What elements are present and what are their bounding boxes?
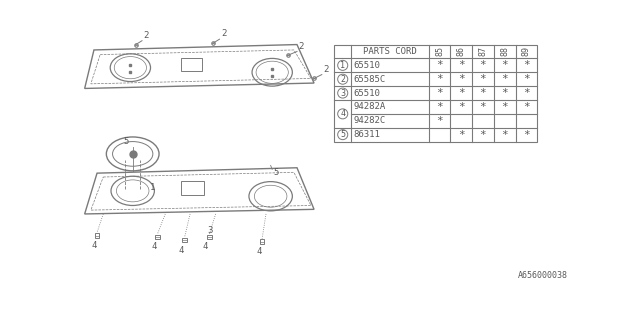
Text: 5: 5 <box>274 168 279 177</box>
Bar <box>95 233 99 238</box>
Text: 5: 5 <box>124 137 129 146</box>
Text: *: * <box>523 130 530 140</box>
Text: A656000038: A656000038 <box>518 271 568 280</box>
Text: *: * <box>501 60 508 70</box>
Text: *: * <box>458 60 465 70</box>
Text: 2: 2 <box>323 65 329 74</box>
Text: 1: 1 <box>150 183 155 192</box>
Text: *: * <box>436 116 443 126</box>
Text: 4: 4 <box>257 247 262 256</box>
Text: 86311: 86311 <box>353 130 380 139</box>
Bar <box>334 44 537 141</box>
Text: *: * <box>523 102 530 112</box>
Text: *: * <box>501 74 508 84</box>
Text: 2: 2 <box>143 31 149 40</box>
Text: 65510: 65510 <box>353 61 380 70</box>
Text: 4: 4 <box>179 245 184 254</box>
Text: *: * <box>479 60 486 70</box>
Text: *: * <box>458 88 465 98</box>
Text: 1: 1 <box>340 61 345 70</box>
Text: 87: 87 <box>479 46 488 57</box>
Text: *: * <box>479 130 486 140</box>
Text: 2: 2 <box>340 75 345 84</box>
Text: *: * <box>458 102 465 112</box>
Text: *: * <box>436 74 443 84</box>
Bar <box>260 239 264 244</box>
Text: *: * <box>501 88 508 98</box>
Text: *: * <box>458 74 465 84</box>
Text: 94282C: 94282C <box>353 116 386 125</box>
Text: 88: 88 <box>500 46 509 57</box>
Text: *: * <box>479 102 486 112</box>
Text: PARTS CORD: PARTS CORD <box>363 47 417 56</box>
Text: 65510: 65510 <box>353 89 380 98</box>
Text: *: * <box>501 130 508 140</box>
Bar <box>155 235 160 239</box>
Bar <box>207 235 212 239</box>
Bar <box>182 238 187 243</box>
Text: 2: 2 <box>221 29 227 38</box>
Bar <box>180 59 202 71</box>
Text: *: * <box>458 130 465 140</box>
Text: 89: 89 <box>522 46 531 57</box>
Text: *: * <box>523 60 530 70</box>
Text: *: * <box>501 102 508 112</box>
Text: *: * <box>523 88 530 98</box>
Text: *: * <box>436 102 443 112</box>
Text: 65585C: 65585C <box>353 75 386 84</box>
Text: *: * <box>436 88 443 98</box>
Text: 5: 5 <box>340 130 345 139</box>
Text: 2: 2 <box>298 42 304 51</box>
Text: *: * <box>479 74 486 84</box>
Text: *: * <box>523 74 530 84</box>
Bar <box>180 181 204 195</box>
Text: *: * <box>479 88 486 98</box>
Text: 94282A: 94282A <box>353 102 386 111</box>
Text: 86: 86 <box>457 46 466 57</box>
Text: 4: 4 <box>202 243 207 252</box>
Text: *: * <box>436 60 443 70</box>
Text: 3: 3 <box>340 89 345 98</box>
Text: 4: 4 <box>152 243 157 252</box>
Text: 4: 4 <box>340 109 345 118</box>
Text: 4: 4 <box>92 241 97 250</box>
Text: 85: 85 <box>435 46 444 57</box>
Text: 3: 3 <box>207 226 213 235</box>
